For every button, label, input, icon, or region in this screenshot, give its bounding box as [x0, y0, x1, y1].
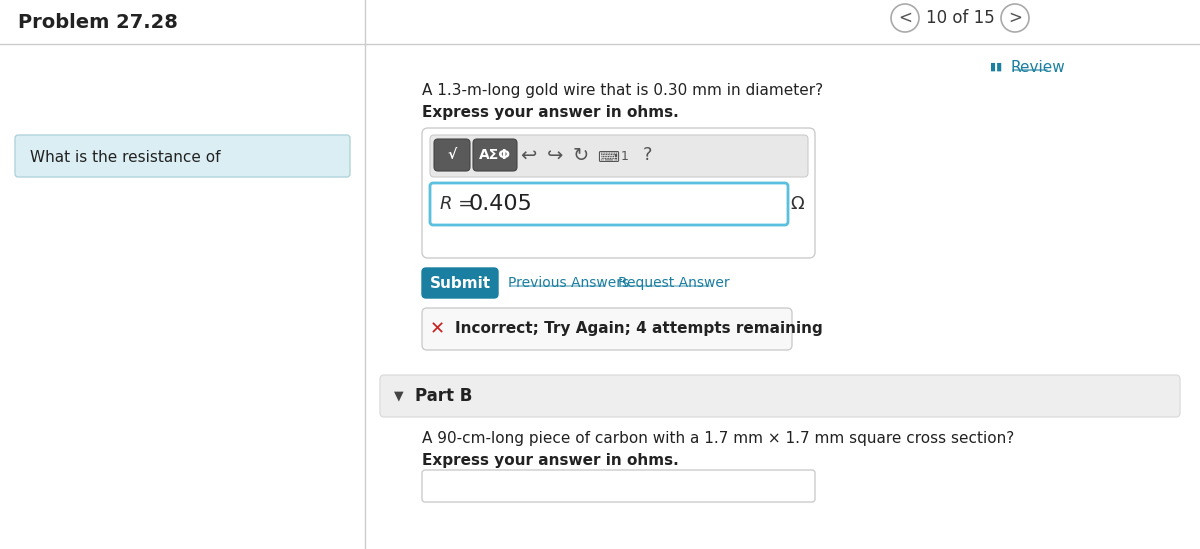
Text: 10 of 15: 10 of 15: [925, 9, 995, 27]
Text: Review: Review: [1010, 59, 1064, 75]
Text: ↪: ↪: [547, 145, 563, 165]
Text: Express your answer in ohms.: Express your answer in ohms.: [422, 105, 679, 120]
Text: ΑΣΦ: ΑΣΦ: [479, 148, 511, 162]
Text: ↻: ↻: [572, 145, 589, 165]
Text: Part B: Part B: [415, 387, 473, 405]
FancyBboxPatch shape: [422, 268, 498, 298]
Text: ▮▮: ▮▮: [990, 62, 1002, 72]
FancyBboxPatch shape: [422, 308, 792, 350]
Text: √: √: [448, 148, 457, 162]
Text: 0.405: 0.405: [468, 194, 532, 214]
Text: A 90-cm-long piece of carbon with a 1.7 mm × 1.7 mm square cross section?: A 90-cm-long piece of carbon with a 1.7 …: [422, 430, 1014, 445]
Text: ▼: ▼: [394, 389, 403, 402]
FancyBboxPatch shape: [422, 128, 815, 258]
Text: <: <: [898, 9, 912, 27]
Text: Problem 27.28: Problem 27.28: [18, 13, 178, 31]
FancyBboxPatch shape: [422, 470, 815, 502]
FancyBboxPatch shape: [430, 183, 788, 225]
Circle shape: [1001, 4, 1030, 32]
FancyBboxPatch shape: [14, 135, 350, 177]
Text: Express your answer in ohms.: Express your answer in ohms.: [422, 452, 679, 468]
FancyBboxPatch shape: [473, 139, 517, 171]
Text: >: >: [1008, 9, 1022, 27]
Text: 1: 1: [622, 150, 629, 164]
Text: Request Answer: Request Answer: [618, 276, 730, 290]
FancyBboxPatch shape: [380, 375, 1180, 417]
Circle shape: [890, 4, 919, 32]
FancyBboxPatch shape: [430, 135, 808, 177]
Text: ⌨: ⌨: [598, 149, 619, 165]
FancyBboxPatch shape: [434, 139, 470, 171]
Text: Submit: Submit: [430, 276, 491, 290]
Text: Previous Answers: Previous Answers: [508, 276, 629, 290]
Text: R =: R =: [440, 195, 473, 213]
Text: What is the resistance of: What is the resistance of: [30, 149, 221, 165]
Text: ↩: ↩: [520, 145, 536, 165]
Text: ✕: ✕: [430, 320, 444, 338]
Text: A 1.3-m-long gold wire that is 0.30 mm in diameter?: A 1.3-m-long gold wire that is 0.30 mm i…: [422, 83, 823, 98]
Text: ?: ?: [643, 146, 653, 164]
Text: Incorrect; Try Again; 4 attempts remaining: Incorrect; Try Again; 4 attempts remaini…: [455, 322, 823, 337]
Text: Ω: Ω: [790, 195, 804, 213]
